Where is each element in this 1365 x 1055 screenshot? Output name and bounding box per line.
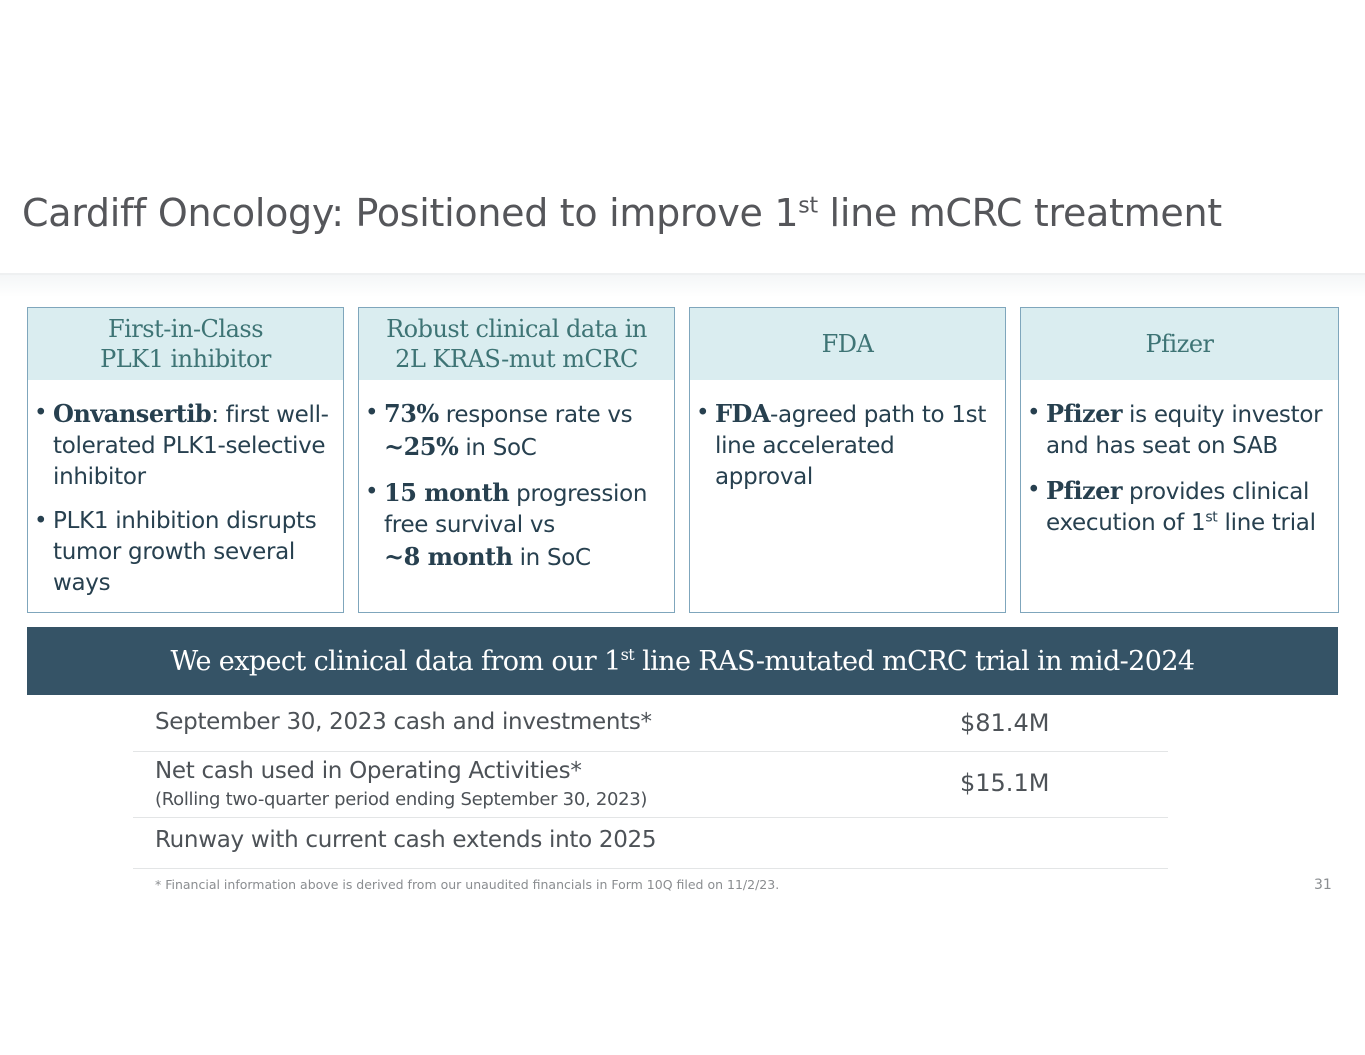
financial-value: $81.4M bbox=[960, 709, 1050, 737]
card-clinical-data: Robust clinical data in 2L KRAS-mut mCRC… bbox=[358, 307, 675, 613]
bullet-item: • PLK1 inhibition disrupts tumor growth … bbox=[34, 508, 317, 596]
card-heading-line: PLK1 inhibitor bbox=[100, 345, 271, 373]
financial-label: Runway with current cash extends into 20… bbox=[155, 827, 657, 853]
bullet-item: • 73% response rate vs ~25% in SoC bbox=[365, 399, 633, 461]
card-heading-line: 2L KRAS-mut mCRC bbox=[395, 345, 638, 373]
financials-table: September 30, 2023 cash and investments*… bbox=[133, 696, 1168, 869]
card-pfizer: Pfizer • Pfizer is equity investor and h… bbox=[1020, 307, 1339, 613]
card-heading-line: Pfizer bbox=[1145, 330, 1214, 358]
bullet-item: • Onvansertib: first well-tolerated PLK1… bbox=[34, 399, 329, 490]
card-heading: Pfizer bbox=[1021, 308, 1338, 380]
bullet-item: • 15 month progression free survival vs ~… bbox=[365, 478, 648, 571]
card-heading-line: Robust clinical data in bbox=[386, 315, 647, 343]
bullet-item: • Pfizer provides clinical execution of … bbox=[1027, 476, 1316, 536]
financial-label: Net cash used in Operating Activities* bbox=[155, 758, 582, 784]
financial-value: $15.1M bbox=[960, 769, 1050, 797]
card-heading: Robust clinical data in 2L KRAS-mut mCRC bbox=[359, 308, 674, 380]
page-number: 31 bbox=[1314, 877, 1332, 893]
card-heading-line: First-in-Class bbox=[107, 315, 264, 343]
title-divider-shadow bbox=[0, 275, 1365, 297]
footnote: * Financial information above is derived… bbox=[155, 877, 780, 892]
financial-sublabel: (Rolling two-quarter period ending Septe… bbox=[155, 789, 648, 810]
expectation-banner: We expect clinical data from our 1st lin… bbox=[27, 627, 1338, 695]
table-row: September 30, 2023 cash and investments*… bbox=[133, 696, 1168, 752]
financial-label: September 30, 2023 cash and investments* bbox=[155, 709, 652, 735]
card-fda: FDA • FDA-agreed path to 1st line accele… bbox=[689, 307, 1006, 613]
card-heading: FDA bbox=[690, 308, 1005, 380]
card-first-in-class: First-in-Class PLK1 inhibitor • Onvanser… bbox=[27, 307, 344, 613]
title-divider bbox=[0, 273, 1365, 275]
card-heading: First-in-Class PLK1 inhibitor bbox=[28, 308, 343, 380]
card-heading-line: FDA bbox=[821, 330, 874, 358]
bullet-item: • FDA-agreed path to 1st line accelerate… bbox=[696, 399, 987, 490]
table-row: Runway with current cash extends into 20… bbox=[133, 818, 1168, 869]
bullet-item: • Pfizer is equity investor and has seat… bbox=[1027, 399, 1323, 459]
table-row: Net cash used in Operating Activities* (… bbox=[133, 752, 1168, 818]
page-title: Cardiff Oncology: Positioned to improve … bbox=[22, 191, 1222, 235]
